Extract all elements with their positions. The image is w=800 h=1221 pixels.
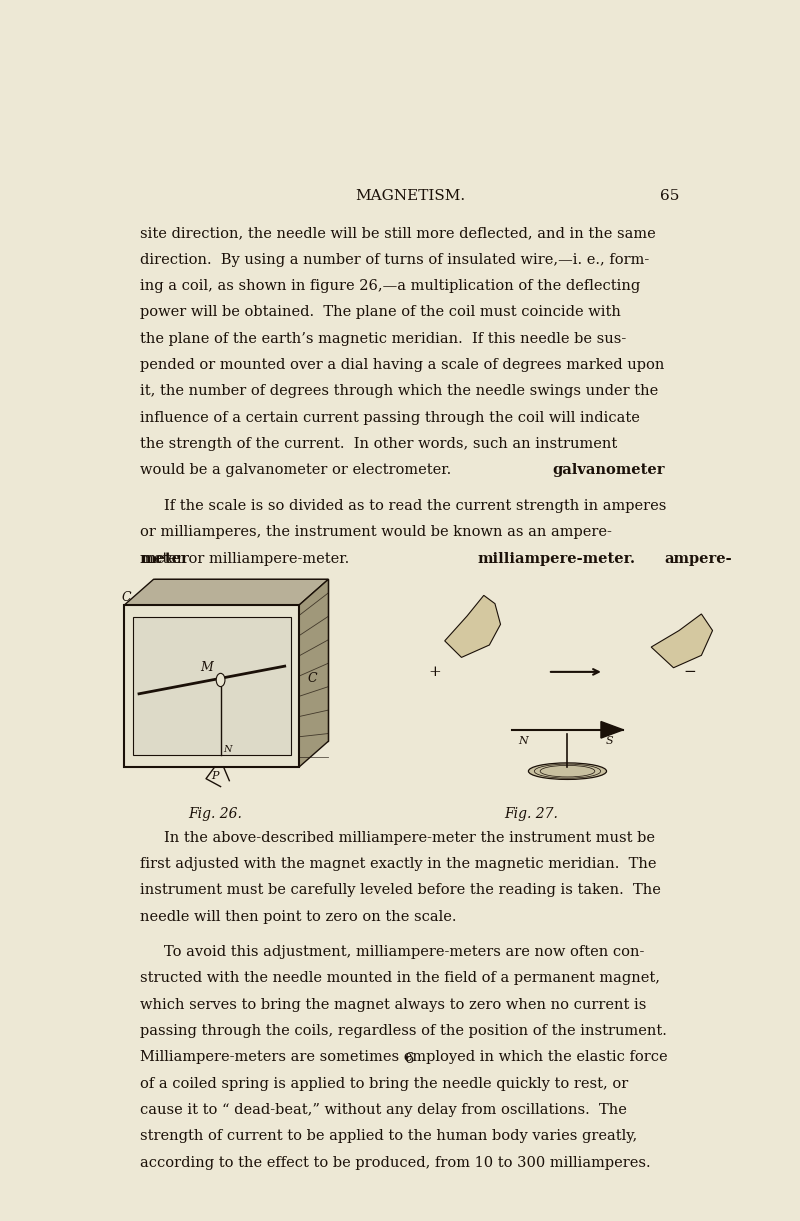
Text: according to the effect to be produced, from 10 to 300 milliamperes.: according to the effect to be produced, …: [140, 1156, 651, 1170]
Text: passing through the coils, regardless of the position of the instrument.: passing through the coils, regardless of…: [140, 1024, 667, 1038]
Text: Fig. 27.: Fig. 27.: [504, 807, 558, 822]
Text: cause it to “ dead-beat,” without any delay from oscillations.  The: cause it to “ dead-beat,” without any de…: [140, 1103, 627, 1117]
Text: N: N: [518, 736, 528, 746]
Text: N: N: [223, 745, 232, 755]
Text: of a coiled spring is applied to bring the needle quickly to rest, or: of a coiled spring is applied to bring t…: [140, 1077, 629, 1090]
Text: If the scale is so divided as to read the current strength in amperes: If the scale is so divided as to read th…: [164, 499, 666, 513]
Polygon shape: [125, 579, 329, 604]
Text: ampere-: ampere-: [664, 552, 732, 565]
Text: −: −: [683, 665, 696, 679]
Text: To avoid this adjustment, milliampere-meters are now often con-: To avoid this adjustment, milliampere-me…: [164, 945, 644, 960]
Polygon shape: [133, 617, 290, 755]
Text: C: C: [122, 591, 131, 604]
Text: C: C: [308, 672, 318, 685]
Text: ing a coil, as shown in figure 26,—a multiplication of the deflecting: ing a coil, as shown in figure 26,—a mul…: [140, 280, 641, 293]
Polygon shape: [601, 722, 623, 737]
Text: needle will then point to zero on the scale.: needle will then point to zero on the sc…: [140, 910, 457, 923]
Text: meter or milliampere-meter.: meter or milliampere-meter.: [140, 552, 350, 565]
Text: the strength of the current.  In other words, such an instrument: the strength of the current. In other wo…: [140, 437, 618, 451]
Text: instrument must be carefully leveled before the reading is taken.  The: instrument must be carefully leveled bef…: [140, 883, 661, 897]
Text: P: P: [211, 770, 218, 780]
Text: first adjusted with the magnet exactly in the magnetic meridian.  The: first adjusted with the magnet exactly i…: [140, 857, 657, 871]
Text: which serves to bring the magnet always to zero when no current is: which serves to bring the magnet always …: [140, 998, 646, 1012]
Polygon shape: [445, 596, 501, 657]
Text: power will be obtained.  The plane of the coil must coincide with: power will be obtained. The plane of the…: [140, 305, 621, 320]
Text: site direction, the needle will be still more deflected, and in the same: site direction, the needle will be still…: [140, 226, 656, 241]
Text: M: M: [200, 661, 213, 674]
Text: would be a galvanometer or electrometer.: would be a galvanometer or electrometer.: [140, 463, 451, 477]
Text: influence of a certain current passing through the coil will indicate: influence of a certain current passing t…: [140, 410, 640, 425]
Text: the plane of the earth’s magnetic meridian.  If this needle be sus-: the plane of the earth’s magnetic meridi…: [140, 332, 626, 346]
Text: structed with the needle mounted in the field of a permanent magnet,: structed with the needle mounted in the …: [140, 972, 660, 985]
Text: meter: meter: [140, 552, 189, 565]
Text: pended or mounted over a dial having a scale of degrees marked upon: pended or mounted over a dial having a s…: [140, 358, 665, 372]
Text: 65: 65: [660, 189, 680, 203]
Text: Fig. 26.: Fig. 26.: [188, 807, 242, 822]
Text: In the above-described milliampere-meter the instrument must be: In the above-described milliampere-meter…: [164, 830, 655, 845]
Polygon shape: [154, 579, 329, 741]
Circle shape: [216, 673, 225, 686]
Polygon shape: [651, 614, 713, 668]
Polygon shape: [125, 604, 299, 767]
Text: or milliamperes, the instrument would be known as an ampere-: or milliamperes, the instrument would be…: [140, 525, 612, 540]
Text: direction.  By using a number of turns of insulated wire,—i. e., form-: direction. By using a number of turns of…: [140, 253, 650, 266]
Text: 6: 6: [406, 1053, 414, 1066]
Text: galvanometer: galvanometer: [552, 463, 665, 477]
Text: Milliampere-meters are sometimes employed in which the elastic force: Milliampere-meters are sometimes employe…: [140, 1050, 668, 1065]
Text: MAGNETISM.: MAGNETISM.: [355, 189, 465, 203]
Polygon shape: [299, 579, 329, 767]
Text: it, the number of degrees through which the needle swings under the: it, the number of degrees through which …: [140, 385, 658, 398]
Ellipse shape: [529, 763, 606, 779]
Text: +: +: [428, 665, 441, 679]
Text: milliampere-meter.: milliampere-meter.: [477, 552, 635, 565]
Text: S: S: [606, 736, 613, 746]
Text: strength of current to be applied to the human body varies greatly,: strength of current to be applied to the…: [140, 1129, 638, 1143]
